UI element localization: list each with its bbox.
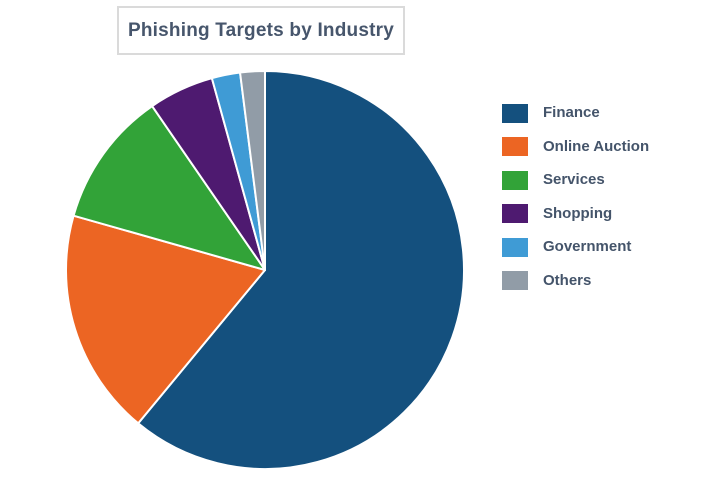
legend-swatch-shopping [502, 204, 528, 223]
legend-swatch-others [502, 271, 528, 290]
legend-label-online-auction: Online Auction [543, 137, 650, 155]
legend-label-finance: Finance [543, 104, 600, 121]
legend-item-services: Services [502, 170, 649, 190]
pie-slice-services [72, 105, 266, 271]
chart-title-box: Phishing Targets by Industry [117, 6, 405, 55]
pie-slice-online-auction [65, 214, 266, 425]
legend-item-finance: Finance [502, 103, 649, 123]
legend-label-services: Services [543, 171, 605, 188]
legend-swatch-services [502, 170, 528, 190]
legend-swatch-government [502, 237, 528, 257]
legend-item-others: Others [502, 271, 649, 291]
pie-slice-others [239, 70, 266, 271]
legend: Finance Online Auction Services Shopping… [502, 103, 649, 304]
legend-swatch-online-auction [502, 137, 528, 156]
pie-slice-finance [137, 70, 465, 470]
chart-title: Phishing Targets by Industry [127, 19, 394, 41]
pie-chart [65, 70, 465, 470]
legend-item-shopping: Shopping [502, 204, 649, 224]
legend-item-government: Government [502, 237, 649, 257]
legend-item-online-auction: Online Auction [502, 137, 649, 157]
legend-label-government: Government [543, 238, 632, 255]
legend-label-others: Others [543, 271, 592, 289]
legend-swatch-finance [502, 103, 528, 123]
legend-label-shopping: Shopping [543, 204, 613, 222]
